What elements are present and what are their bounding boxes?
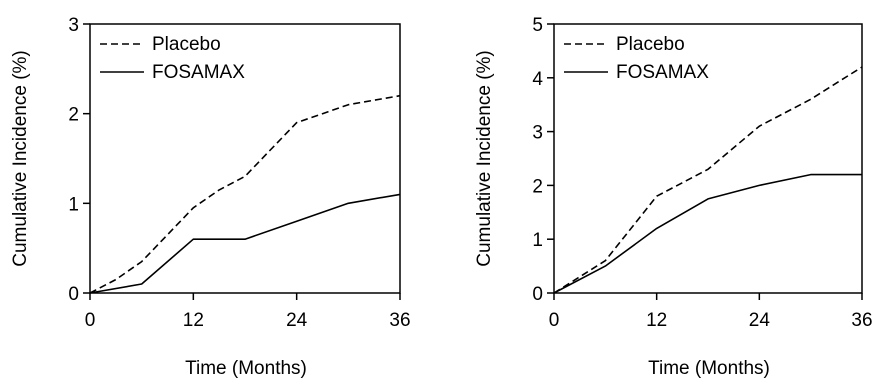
chart2-legend-placebo-label: Placebo — [616, 34, 685, 55]
chart2-y-tick-label: 3 — [532, 123, 543, 144]
chart2-y-tick-label: 5 — [532, 15, 543, 36]
chart1-x-tick-label: 12 — [183, 310, 204, 331]
chart1-y-tick-label: 1 — [68, 194, 79, 215]
chart1-x-tick-label: 36 — [389, 310, 410, 331]
chart1-series-fosamax-line — [89, 193, 401, 294]
chart1-series-placebo-line — [89, 94, 401, 294]
chart1-x-tick-label: 0 — [85, 310, 96, 331]
chart2-plot-frame — [553, 23, 863, 294]
chart2-y-tick-label: 4 — [532, 69, 543, 90]
chart2-series-placebo-line — [553, 66, 863, 294]
chart2-y-axis-title: Cumulative Incidence (%) — [474, 50, 495, 266]
chart2-x-tick-label: 36 — [851, 310, 872, 331]
chart2-y-tick-label: 1 — [532, 230, 543, 251]
chart2-x-tick-label: 0 — [549, 310, 560, 331]
chart1-x-tick-label: 24 — [286, 310, 308, 331]
chart2-series-fosamax-line — [553, 173, 862, 294]
chart1-legend-fosamax-label: FOSAMAX — [152, 62, 245, 83]
chart1-legend-placebo-label: Placebo — [152, 34, 221, 55]
chart2-x-tick-label: 24 — [749, 310, 771, 331]
chart1-x-axis-title: Time (Months) — [185, 358, 307, 379]
chart1-y-tick-label: 2 — [68, 105, 79, 126]
chart2-legend-fosamax-label: FOSAMAX — [616, 62, 709, 83]
chart1-plot-frame — [89, 23, 401, 294]
chart1-y-tick-label: 0 — [68, 284, 79, 305]
chart1-y-axis-title: Cumulative Incidence (%) — [10, 50, 31, 266]
chart2-y-tick-label: 0 — [532, 284, 543, 305]
chart1-y-tick-label: 3 — [68, 15, 79, 36]
chart2-x-axis-title: Time (Months) — [648, 358, 770, 379]
chart2-x-tick-label: 12 — [646, 310, 667, 331]
chart2-y-tick-label: 2 — [532, 176, 543, 197]
